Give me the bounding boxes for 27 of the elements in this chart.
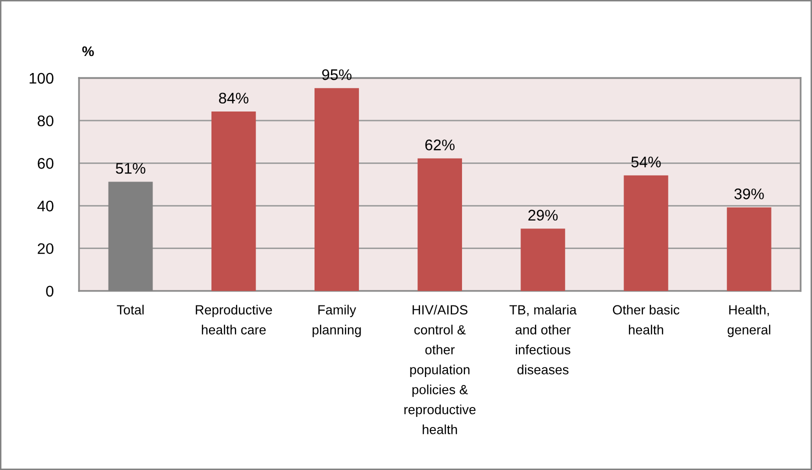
data-label: 95% [322,69,352,80]
y-tick-label: 0 [46,286,54,297]
y-tick-label: 40 [37,200,54,212]
y-tick-label: 60 [38,158,54,169]
y-tick-label: 80 [38,115,54,126]
data-label: 62% [425,140,455,150]
bar [314,88,359,291]
data-label: 51% [116,163,146,174]
bar [211,112,256,291]
x-tick-label: Other basic health [612,304,680,334]
x-tick-label: TB, malaria and other infectious diseases [509,304,577,374]
data-label: 54% [631,156,661,168]
bar [726,207,772,291]
data-label: 84% [219,92,248,104]
bar [624,175,668,291]
x-tick-label: Total [116,304,144,315]
y-tick-label: 20 [38,243,54,254]
y-axis-title: % [82,46,94,56]
x-tick-label: HIV/AIDS control & other population policies & reproductive health [404,304,476,434]
x-tick-label: Family planning [312,304,361,338]
x-tick-label: Reproductive health care [196,304,272,334]
bar [418,158,462,291]
data-label: 39% [734,188,764,200]
data-label: 29% [528,210,558,221]
x-tick-label: Health, general [728,304,770,338]
bar [520,228,566,291]
y-tick-label: 100 [30,72,54,84]
